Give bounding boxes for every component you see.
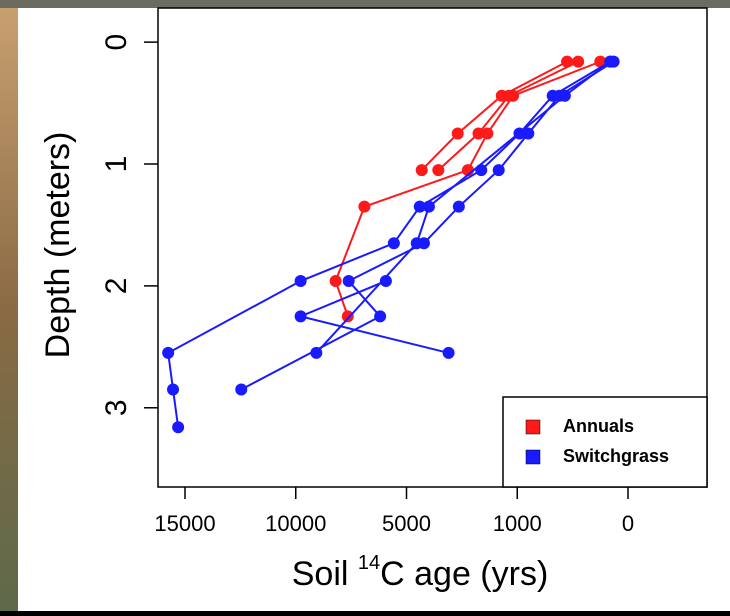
y-tick-label: 0 [100, 34, 133, 51]
y-tick-label: 3 [100, 399, 133, 416]
data-point [410, 237, 423, 250]
data-point [387, 237, 400, 250]
x-tick-label: 0 [622, 511, 634, 536]
legend-label: Annuals [563, 416, 634, 436]
data-point [442, 346, 455, 359]
data-point [342, 275, 355, 288]
profile-line [167, 60, 611, 428]
data-point [522, 127, 535, 140]
y-tick-label: 1 [100, 156, 133, 173]
photo-strip [0, 0, 730, 8]
data-point [572, 55, 585, 68]
photo-strip [0, 8, 18, 611]
data-point [162, 346, 175, 359]
data-point [294, 275, 307, 288]
data-point [235, 383, 248, 396]
legend-swatch [525, 419, 541, 435]
data-point [475, 164, 488, 177]
data-point [374, 310, 387, 323]
profile-line [421, 60, 568, 171]
data-point [167, 383, 180, 396]
y-tick-label: 2 [100, 278, 133, 295]
plot-frame [157, 7, 708, 488]
x-tick-label: 5000 [382, 511, 431, 536]
legend-swatch [525, 449, 541, 465]
data-point [604, 55, 617, 68]
data-point [432, 164, 445, 177]
data-point [415, 164, 428, 177]
data-point [172, 421, 185, 434]
data-point [329, 275, 342, 288]
x-tick-label: 1000 [493, 511, 542, 536]
data-point [492, 164, 505, 177]
x-label-text: C age (yrs) [380, 555, 548, 593]
data-point [341, 310, 354, 323]
data-point [507, 89, 520, 102]
y-axis-label: Depth (meters) [39, 132, 77, 359]
data-point [452, 200, 465, 213]
x-tick-label: 10000 [265, 511, 326, 536]
data-point [310, 346, 323, 359]
data-point [379, 275, 392, 288]
data-point [558, 89, 571, 102]
legend-box [502, 396, 708, 488]
data-point [294, 310, 307, 323]
data-point [451, 127, 464, 140]
x-tick-label: 15000 [154, 511, 215, 536]
data-point [422, 200, 435, 213]
data-point [472, 127, 485, 140]
x-axis-label: Soil 14C age (yrs) [292, 552, 549, 593]
x-label-sup: 14 [358, 552, 380, 574]
data-point [481, 127, 494, 140]
legend-label: Switchgrass [563, 446, 669, 466]
x-label-text: Soil [292, 555, 358, 593]
profile-line [437, 60, 579, 171]
data-point [413, 200, 426, 213]
data-point [358, 200, 371, 213]
